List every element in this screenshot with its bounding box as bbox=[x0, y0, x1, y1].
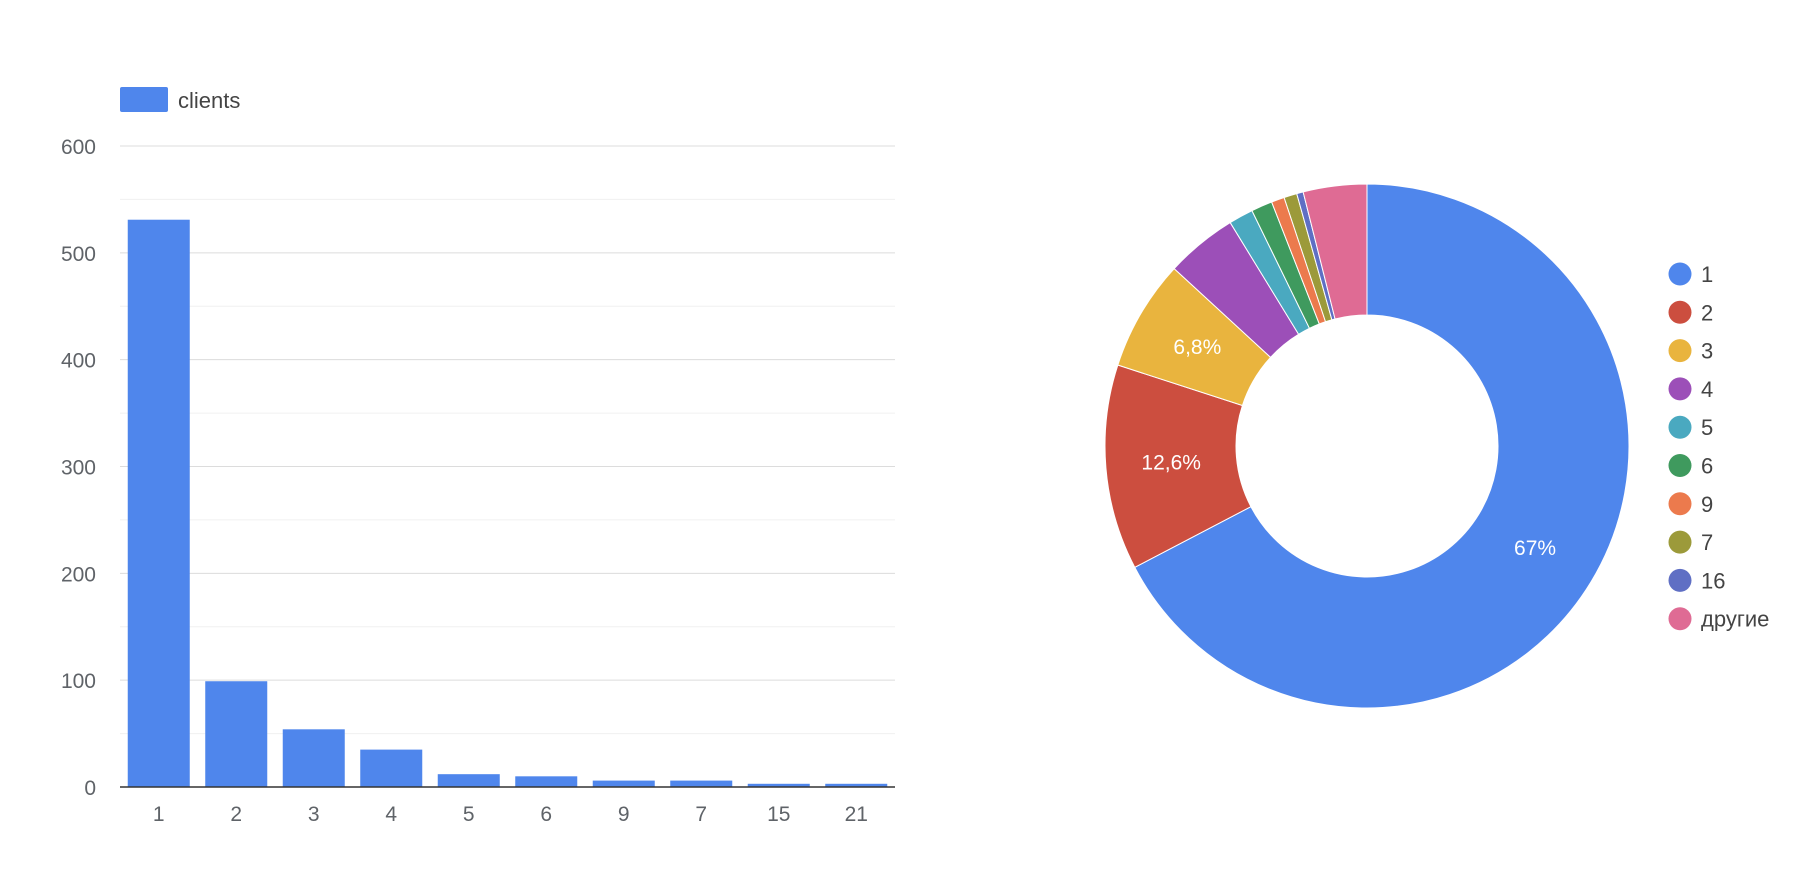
y-tick-label: 0 bbox=[84, 777, 96, 800]
bar[interactable] bbox=[747, 783, 810, 787]
bar[interactable] bbox=[437, 774, 500, 787]
x-tick-label: 3 bbox=[308, 803, 320, 826]
legend-marker bbox=[1668, 568, 1692, 592]
bar-legend-swatch bbox=[120, 87, 168, 112]
legend-marker bbox=[1668, 530, 1692, 554]
bar[interactable] bbox=[515, 776, 578, 787]
bar-legend-label: clients bbox=[178, 88, 240, 113]
bar-x-ticks: 1 2 3 4 5 6 9 7 15 21 bbox=[153, 803, 868, 826]
legend-marker bbox=[1668, 454, 1692, 477]
legend-label: 5 bbox=[1701, 415, 1713, 440]
x-tick-label: 5 bbox=[463, 803, 475, 826]
x-tick-label: 21 bbox=[845, 803, 868, 826]
bar[interactable] bbox=[282, 729, 345, 787]
legend-label: 1 bbox=[1701, 262, 1713, 287]
bar[interactable] bbox=[825, 783, 888, 787]
donut-slice[interactable] bbox=[1104, 364, 1252, 569]
legend-label: 3 bbox=[1701, 339, 1713, 364]
legend-marker bbox=[1668, 492, 1692, 516]
y-tick-label: 300 bbox=[61, 457, 96, 480]
bar-legend: clients bbox=[120, 87, 240, 113]
legend-label: 6 bbox=[1701, 454, 1713, 479]
x-tick-label: 9 bbox=[618, 803, 630, 826]
legend-marker bbox=[1668, 300, 1692, 324]
y-tick-label: 500 bbox=[61, 243, 96, 266]
donut-slice[interactable] bbox=[1302, 183, 1368, 320]
x-tick-label: 4 bbox=[385, 803, 397, 826]
y-tick-label: 600 bbox=[61, 136, 96, 159]
y-tick-label: 200 bbox=[61, 563, 96, 586]
bar[interactable] bbox=[127, 219, 190, 788]
bar[interactable] bbox=[592, 780, 655, 787]
legend-label: 2 bbox=[1701, 300, 1713, 325]
x-tick-label: 1 bbox=[153, 803, 165, 826]
legend-marker bbox=[1668, 607, 1692, 631]
legend-label: другие bbox=[1701, 607, 1769, 632]
y-tick-label: 400 bbox=[61, 350, 96, 373]
legend-label: 9 bbox=[1701, 492, 1713, 517]
x-tick-label: 7 bbox=[695, 803, 707, 826]
x-tick-label: 15 bbox=[767, 803, 790, 826]
bar-grid bbox=[120, 145, 895, 735]
legend-label: 16 bbox=[1701, 568, 1725, 593]
bar-series bbox=[120, 219, 895, 788]
legend-label: 7 bbox=[1701, 530, 1713, 555]
donut-slice-labels: 67% 12,6% 6,8% bbox=[1141, 336, 1556, 560]
legend-marker bbox=[1668, 377, 1692, 401]
donut-slice-label: 67% bbox=[1514, 537, 1556, 560]
bar[interactable] bbox=[670, 780, 733, 787]
x-tick-label: 2 bbox=[230, 803, 242, 826]
donut-slice[interactable] bbox=[1134, 183, 1630, 709]
donut-slice-label: 12,6% bbox=[1141, 451, 1201, 474]
legend-marker bbox=[1668, 415, 1692, 439]
x-tick-label: 6 bbox=[540, 803, 552, 826]
donut-legend: 1 2 3 4 5 6 9 7 16 другие bbox=[1668, 262, 1769, 632]
donut-slices bbox=[1104, 183, 1630, 709]
y-tick-label: 100 bbox=[61, 670, 96, 693]
legend-label: 4 bbox=[1701, 377, 1713, 402]
bar[interactable] bbox=[205, 681, 268, 787]
legend-marker bbox=[1668, 339, 1692, 363]
donut-slice-label: 6,8% bbox=[1173, 336, 1221, 359]
bar-y-ticks: 0 100 200 300 400 500 600 bbox=[61, 136, 96, 800]
bar[interactable] bbox=[360, 749, 423, 787]
legend-marker bbox=[1668, 262, 1692, 286]
